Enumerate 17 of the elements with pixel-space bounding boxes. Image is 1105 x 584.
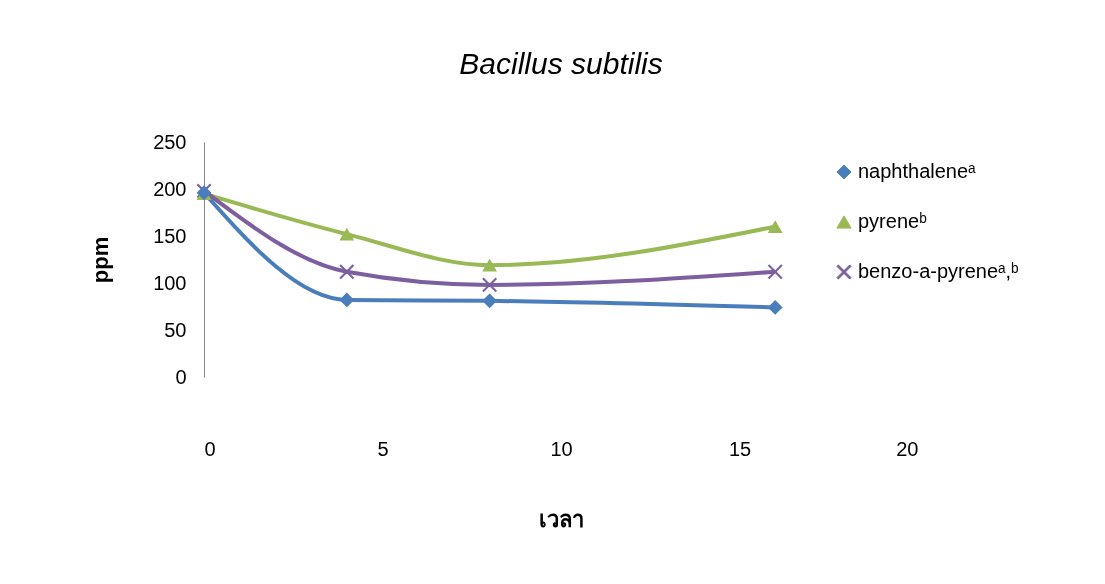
x-tick-label: 0: [204, 437, 216, 460]
y-tick-label: 100: [153, 271, 187, 294]
x-tick-label: 10: [550, 437, 573, 460]
x-tick-label: 5: [377, 437, 389, 460]
legend-label: pyreneᵇ: [858, 210, 927, 232]
y-tick-label: 150: [153, 224, 187, 247]
legend-label: benzo-a-pyreneᵃ,ᵇ: [858, 260, 1019, 282]
x-tick-label: 20: [896, 437, 919, 460]
x-tick-label: 15: [728, 437, 752, 460]
chart-title: Bacillus subtilis: [459, 47, 663, 80]
x-axis-title: เวลา: [539, 506, 584, 532]
y-tick-label: 0: [175, 365, 187, 388]
legend-label: naphthaleneᵃ: [858, 160, 977, 182]
y-axis-title: ppm: [88, 236, 114, 284]
y-tick-label: 200: [153, 177, 187, 200]
y-tick-label: 250: [153, 130, 187, 153]
y-tick-label: 50: [164, 318, 187, 341]
